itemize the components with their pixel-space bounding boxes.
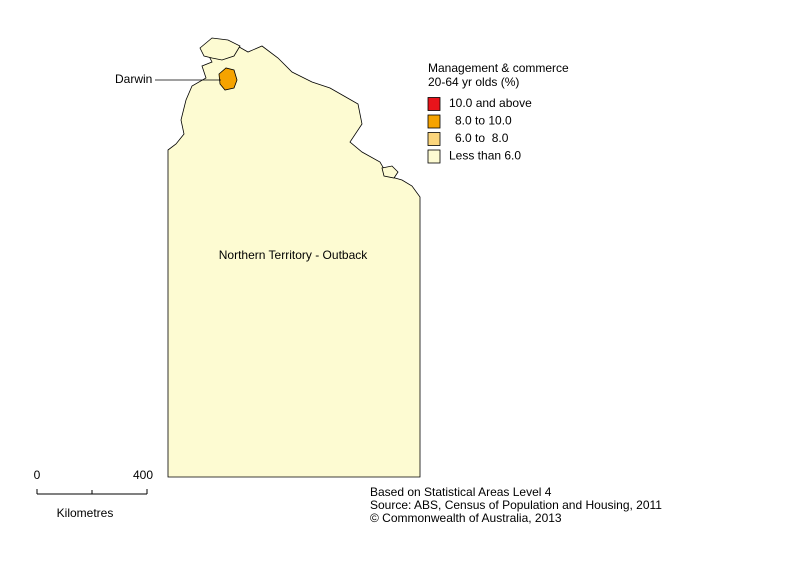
legend: 10.0 and above 8.0 to 10.0 6.0 to 8.0 Less … <box>427 96 532 164</box>
legend-swatch <box>427 97 441 111</box>
legend-swatch <box>427 132 441 146</box>
legend-label: 6.0 to 8.0 <box>455 131 509 145</box>
legend-label: 10.0 and above <box>449 96 532 110</box>
note: Source: ABS, Census of Population and Ho… <box>370 498 662 512</box>
legend-title: 20-64 yr olds (%) <box>428 75 519 89</box>
legend-label: Less than 6.0 <box>449 149 521 163</box>
legend-swatch <box>427 114 441 129</box>
darwin-region <box>218 67 238 91</box>
island <box>199 37 241 61</box>
note: Based on Statistical Areas Level 4 <box>370 485 552 499</box>
legend-title: Management & commerce <box>428 61 569 75</box>
note: © Commonwealth of Australia, 2013 <box>370 511 562 525</box>
island <box>381 165 399 179</box>
scale-label: 400 <box>133 468 153 482</box>
legend-label: 8.0 to 10.0 <box>455 114 512 128</box>
legend-swatch <box>427 149 441 164</box>
scale-unit: Kilometres <box>57 506 114 520</box>
scale-label: 0 <box>34 468 41 482</box>
region-label: Darwin <box>115 72 152 86</box>
region-label: Northern Territory - Outback <box>219 248 368 262</box>
